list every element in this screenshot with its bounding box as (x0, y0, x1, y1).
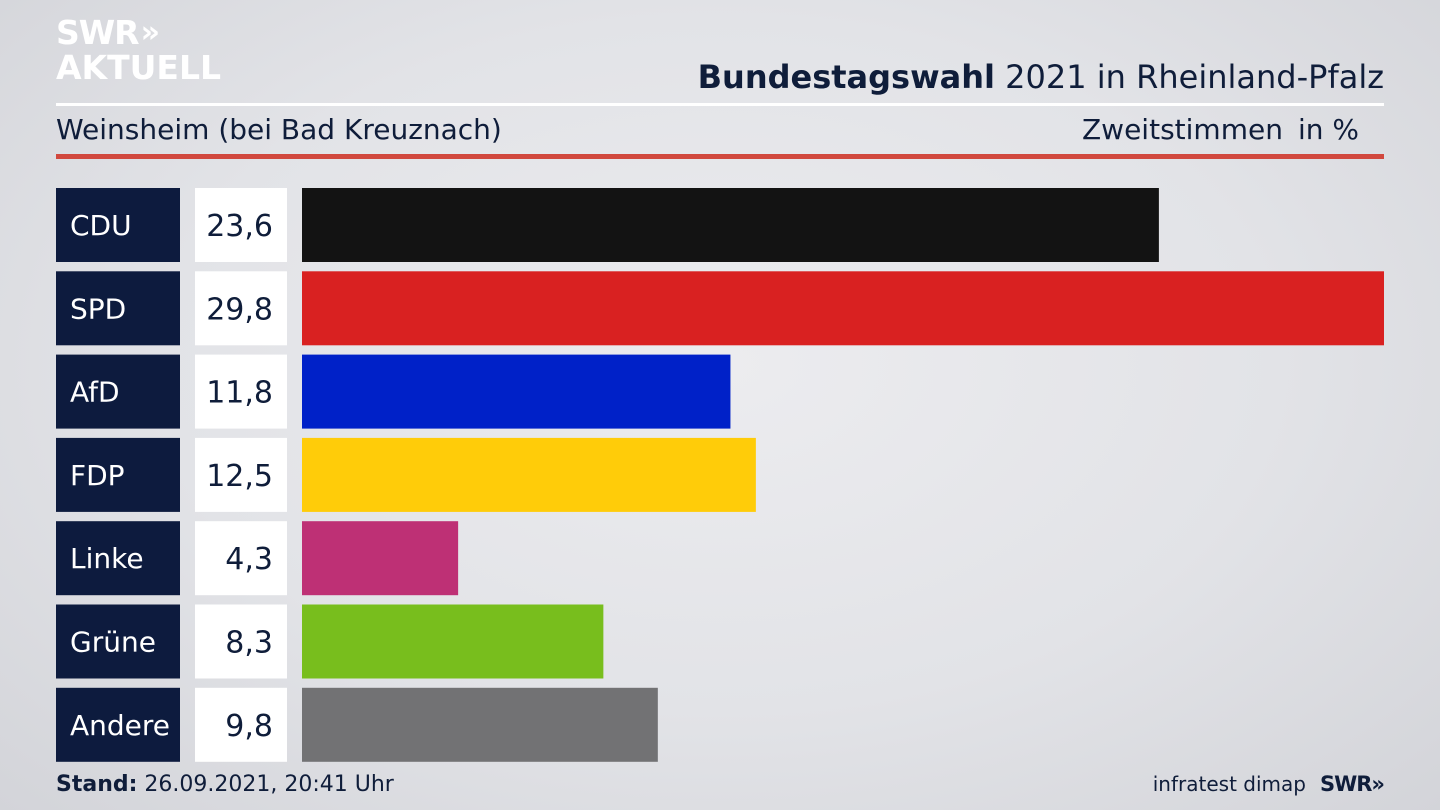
bar-afd (302, 354, 731, 429)
value-box-linke (195, 521, 287, 596)
bar-fdp (302, 437, 756, 512)
party-box-andere (56, 687, 180, 762)
bar-linke (302, 521, 459, 596)
value-box-andere (195, 687, 287, 762)
value-label-linke: 4,3 (225, 542, 273, 577)
party-label-linke: Linke (70, 542, 144, 575)
party-label-spd: SPD (70, 292, 126, 325)
value-box-cdu (195, 188, 287, 262)
title-divider (56, 103, 1384, 106)
timestamp-value: 26.09.2021, 20:41 Uhr (137, 772, 394, 797)
value-label-afd: 11,8 (206, 376, 273, 411)
value-label-spd: 29,8 (206, 292, 273, 327)
chart-title-bold: Bundestagswahl (697, 58, 995, 96)
party-label-fdp: FDP (70, 459, 125, 492)
value-label-andere: 9,8 (225, 709, 273, 744)
party-label-andere: Andere (70, 709, 170, 742)
bar-andere (302, 687, 658, 762)
measure-label: Zweitstimmen (1082, 113, 1283, 146)
swr-footer-chevrons-icon: » (1371, 772, 1385, 796)
party-label-cdu: CDU (70, 209, 132, 242)
timestamp: Stand: 26.09.2021, 20:41 Uhr (56, 772, 394, 797)
party-box-afd (56, 354, 180, 429)
swr-footer-text: SWR (1319, 772, 1372, 796)
logo-aktuell-text: AKTUELL (56, 48, 222, 87)
party-box-spd (56, 271, 180, 346)
timestamp-label: Stand: (56, 772, 138, 797)
value-box-spd (195, 271, 287, 346)
party-box-linke (56, 521, 180, 596)
footer-branding: infratest dimap SWR» (1152, 772, 1385, 796)
party-box-gr-ne (56, 604, 180, 679)
chart-title: Bundestagswahl 2021 in Rheinland-Pfalz (698, 58, 1384, 96)
value-label-cdu: 23,6 (206, 209, 273, 244)
party-box-cdu (56, 188, 180, 262)
bar-gr-ne (302, 604, 604, 679)
unit-label: in % (1298, 113, 1360, 146)
party-label-afd: AfD (70, 376, 120, 409)
bar-cdu (302, 188, 1159, 262)
value-box-gr-ne (195, 604, 287, 679)
logo-swr-text: SWR (56, 13, 140, 52)
party-box-fdp (56, 437, 180, 512)
chart-title-rest: 2021 in Rheinland-Pfalz (995, 58, 1384, 96)
value-box-afd (195, 354, 287, 429)
swr-aktuell-logo: SWR» AKTUELL (56, 16, 221, 84)
chart-subtitle: Weinsheim (bei Bad Kreuznach) (56, 113, 502, 146)
subtitle-divider (56, 154, 1384, 159)
value-label-fdp: 12,5 (206, 459, 273, 494)
bar-spd (302, 271, 1384, 346)
party-label-gr-ne: Grüne (70, 626, 156, 659)
source-label: infratest dimap (1152, 772, 1306, 796)
swr-footer-logo: SWR» (1319, 772, 1385, 796)
value-label-gr-ne: 8,3 (225, 626, 273, 661)
value-box-fdp (195, 437, 287, 512)
